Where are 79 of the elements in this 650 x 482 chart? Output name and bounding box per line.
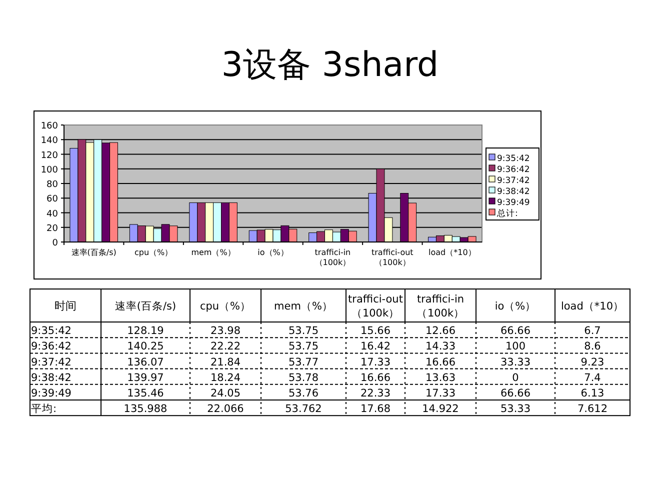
x-tick-label: mem（%） <box>191 248 236 257</box>
data-label: 53.75 <box>288 340 319 353</box>
data-label: 100 <box>505 340 526 353</box>
y-tick-label: 9:38:42 <box>31 372 72 384</box>
x-tick-label: io（%） <box>494 300 536 312</box>
data-label: 6.7 <box>584 325 601 338</box>
data-label: 66.66 <box>500 388 531 400</box>
data-label: 7.612 <box>577 403 608 416</box>
legend-label: 9:39:49 <box>497 198 530 208</box>
data-label: 16.66 <box>360 372 391 384</box>
y-tick-label: 160 <box>40 122 58 132</box>
data-label: 13.63 <box>425 372 456 384</box>
data-label: 15.66 <box>360 325 391 338</box>
y-tick-label: 120 <box>40 150 58 161</box>
legend-label: 9:35:42 <box>497 154 530 164</box>
data-label: 135.46 <box>127 388 164 400</box>
data-label: 53.76 <box>288 388 319 400</box>
data-label: 22.33 <box>360 388 391 400</box>
data-label: 128.19 <box>127 325 164 338</box>
y-tick-label: 140 <box>40 136 58 146</box>
x-tick-label: traffici-out （100k） <box>372 248 414 267</box>
legend-label: 9:37:42 <box>497 176 530 186</box>
x-tick-label: traffici-out （100k） <box>348 294 403 320</box>
data-label: 7.4 <box>584 372 602 384</box>
data-label: 16.42 <box>360 340 391 353</box>
data-label: 17.68 <box>360 403 391 416</box>
legend-label: 9:36:42 <box>497 165 530 175</box>
data-label: 22.066 <box>207 403 244 416</box>
data-label: 23.98 <box>210 325 241 338</box>
data-label: 8.6 <box>584 340 602 353</box>
data-label: 6.13 <box>580 388 604 400</box>
x-tick-label: 速率(百条/s) <box>71 248 116 257</box>
data-label: 53.77 <box>288 356 319 368</box>
x-tick-label: load（*10） <box>428 248 476 257</box>
y-tick-label: 20 <box>46 224 58 234</box>
x-tick-label: cpu（%） <box>134 248 173 257</box>
y-tick-label: 100 <box>40 165 58 176</box>
data-label: 14.922 <box>422 403 459 416</box>
data-label: 18.24 <box>210 372 241 384</box>
x-tick-label: traffici-in （100k） <box>416 294 465 320</box>
data-label: 12.66 <box>425 325 456 338</box>
data-label: 0 <box>512 372 519 384</box>
x-tick-label: 速率(百条/s) <box>114 300 176 312</box>
x-tick-label: cpu（%） <box>200 300 252 312</box>
data-label: 66.66 <box>500 325 531 338</box>
data-label: 16.66 <box>425 356 456 368</box>
data-label: 22.22 <box>210 340 241 353</box>
y-tick-label: 9:36:42 <box>31 340 72 353</box>
data-label: 9.23 <box>580 356 604 368</box>
y-tick-label: 平均: <box>31 403 57 416</box>
data-label: 53.75 <box>288 325 319 338</box>
data-label: 53.33 <box>500 403 531 416</box>
x-tick-label: traffici-in （100k） <box>314 248 351 267</box>
y-tick-label: 0 <box>52 238 58 248</box>
y-tick-label: 9:37:42 <box>31 356 72 368</box>
data-label: 17.33 <box>425 388 456 400</box>
data-label: 21.84 <box>210 356 241 368</box>
y-tick-label: 9:39:49 <box>31 388 72 400</box>
x-tick-label: mem（%） <box>274 300 333 312</box>
legend-label: 总计: <box>496 208 518 219</box>
data-label: 24.05 <box>210 388 241 400</box>
data-label: 136.07 <box>127 356 164 368</box>
data-label: 33.33 <box>500 356 531 368</box>
x-tick-label: load（*10） <box>560 300 624 312</box>
x-tick-label: io（%） <box>258 248 288 257</box>
y-tick-label: 80 <box>46 180 58 190</box>
data-label: 139.97 <box>127 372 164 384</box>
y-tick-label: 60 <box>46 194 58 205</box>
data-label: 135.988 <box>124 403 168 416</box>
data-label: 53.78 <box>288 372 319 384</box>
data-label: 53.762 <box>285 403 322 416</box>
data-label: 17.33 <box>360 356 391 368</box>
chart-title: 3设备 3shard <box>221 45 439 85</box>
data-label: 140.25 <box>127 340 164 353</box>
y-tick-label: 9:35:42 <box>31 325 72 338</box>
legend-label: 9:38:42 <box>497 187 530 197</box>
y-tick-label: 40 <box>46 209 58 220</box>
y-axis-title: 时间 <box>54 300 76 312</box>
data-label: 14.33 <box>425 340 456 353</box>
